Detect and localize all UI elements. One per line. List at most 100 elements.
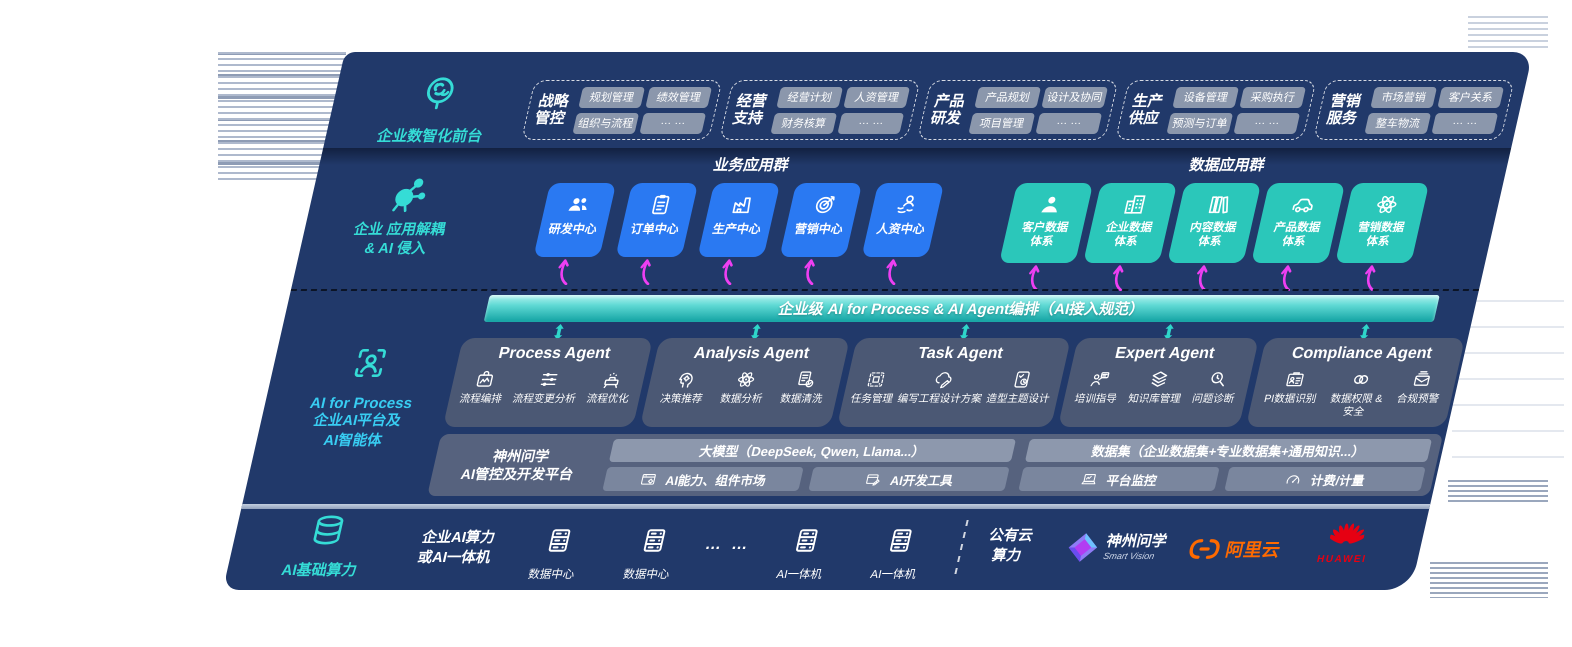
- tile-rnd-center: 研发中心: [533, 183, 617, 257]
- tile-column: 营销中心: [773, 183, 863, 285]
- tile-label: 营销数据体系: [1356, 222, 1406, 248]
- huawei-logo: HUAWEI: [1316, 522, 1375, 565]
- ai-brain-icon: [414, 72, 466, 114]
- cluster-line1: 企业AI算力: [420, 530, 497, 546]
- server-icon: [541, 526, 577, 555]
- atom-icon: [733, 369, 759, 390]
- tile-marketing-data: 营销数据体系: [1335, 183, 1430, 263]
- capability-label: 决策推荐: [658, 393, 704, 405]
- ai-market-cell: AI能力、组件市场: [602, 467, 804, 491]
- cell-label: AI开发工具: [888, 473, 955, 488]
- magenta-flow-arrow-icon: [633, 258, 657, 285]
- tile-column: 营销数据体系: [1329, 183, 1430, 291]
- tile-label: 订单中心: [629, 222, 681, 236]
- factory-icon: [727, 192, 758, 217]
- module-chip: 采购执行: [1239, 86, 1307, 108]
- alibaba-cloud-logo: 阿里云: [1185, 536, 1283, 562]
- module-chip: 预测与订单: [1166, 112, 1234, 134]
- group-supply: 生产供应 设备管理 采购执行 预测与订单 … …: [1115, 80, 1317, 140]
- tile-label: 企业数据体系: [1104, 222, 1154, 248]
- tile-column: 人资中心: [855, 183, 945, 285]
- laptop-chart-icon: [1079, 471, 1100, 488]
- platform-label-line2: AI管控及开发平台: [459, 466, 575, 482]
- module-chip: 财务核算: [770, 112, 838, 134]
- tile-label: 产品数据体系: [1272, 222, 1322, 248]
- atom-icon: [1371, 192, 1402, 217]
- capability-label: 合规预警: [1395, 393, 1441, 405]
- layers-icon: [1146, 369, 1172, 390]
- capability-label: 编写工程设计方案: [896, 393, 984, 405]
- compute-row: AI基础算力 企业AI算力 或AI一体机 数据中心 数据中心 … … AI一体机: [223, 510, 1429, 590]
- tile-label: 生产中心: [711, 222, 763, 236]
- capability-label: 培训指导: [1073, 393, 1119, 405]
- orchestration-bar: 企业级 AI for Process & AI Agent编排（AI接入规范）: [483, 295, 1440, 322]
- workflow-icon: [472, 369, 498, 390]
- public-cloud-line1: 公有云: [987, 528, 1035, 544]
- group-title: 经营支持: [730, 92, 769, 127]
- agent-capability: 数据分析: [719, 369, 769, 406]
- window-pen-icon: [863, 471, 884, 488]
- tile-hr-center: 人资中心: [861, 183, 945, 257]
- agent-capability: 知识库管理: [1127, 369, 1188, 406]
- agent-capability: 流程变更分析: [511, 369, 582, 406]
- module-chip: 规划管理: [578, 86, 646, 108]
- mail-alert-icon: [1409, 369, 1435, 390]
- vendor-name: 神州问学: [1104, 533, 1169, 551]
- cell-label: AI能力、组件市场: [664, 473, 768, 488]
- module-chip: 市场营销: [1370, 86, 1438, 108]
- capability-label: 知识库管理: [1126, 393, 1183, 405]
- permission-link-icon: [1348, 369, 1374, 390]
- group-title: 产品研发: [928, 92, 967, 127]
- agent-card-analysis: Analysis Agent 决策推荐 数据分析 数据清洗: [639, 338, 851, 428]
- capability-label: 造型主题设计: [985, 393, 1051, 405]
- agent-cards: Process Agent 流程编排 流程变更分析 流程优化: [442, 338, 1466, 428]
- task-grid-icon: [863, 369, 889, 390]
- module-chip: … …: [837, 112, 905, 134]
- capability-label: PI数据识别: [1262, 393, 1318, 405]
- tile-production-center: 生产中心: [697, 183, 781, 257]
- database-icon: [305, 513, 350, 550]
- tile-label: 内容数据体系: [1188, 222, 1238, 248]
- ai-devtools-cell: AI开发工具: [808, 467, 1010, 491]
- model-bar: 大模型（DeepSeek, Qwen, Llama...）: [608, 439, 1017, 462]
- orchestration-label: 企业级 AI for Process & AI Agent编排（AI接入规范）: [776, 301, 1147, 318]
- magenta-flow-arrow-icon: [715, 258, 739, 285]
- tile-marketing-center: 营销中心: [779, 183, 863, 257]
- group-title: 营销服务: [1324, 92, 1363, 127]
- layer-edge-band: [241, 504, 1431, 509]
- module-chip: 组织与流程: [572, 112, 640, 134]
- huawei-petals-icon: [1327, 522, 1367, 548]
- decorative-stripes: [1448, 480, 1548, 504]
- group-marketing: 营销服务 市场营销 客户关系 整车物流 … …: [1313, 80, 1515, 140]
- ai-platform-label-line2: 企业AI平台及: [311, 413, 403, 429]
- agent-capability: PI数据识别: [1263, 369, 1323, 406]
- front-office-label: 企业数智化前台: [375, 128, 485, 145]
- module-chip: … …: [1233, 112, 1301, 134]
- agent-capability: 编写工程设计方案: [896, 369, 988, 406]
- business-cluster-header: 业务应用群: [711, 157, 791, 174]
- module-chip: 产品规划: [974, 86, 1042, 108]
- integration-boundary-line: [290, 289, 1480, 291]
- window-gear-icon: [638, 471, 659, 488]
- capability-label: 流程优化: [585, 393, 631, 405]
- decoupling-label-line1: 企业 应用解耦: [352, 222, 447, 238]
- agent-card-task: Task Agent 任务管理 编写工程设计方案 造型主题设计: [836, 338, 1071, 428]
- business-app-cluster: 业务应用群 研发中心 订单中心: [518, 154, 960, 285]
- design-check-icon: [1010, 369, 1036, 390]
- dashed-divider: [953, 520, 969, 580]
- ai-platform-label-line3: AI智能体: [321, 432, 384, 449]
- module-chip: 设计及协同: [1041, 86, 1109, 108]
- agent-capability: 造型主题设计: [985, 369, 1056, 406]
- ai-compute-rail: AI基础算力: [280, 513, 370, 580]
- smart-vision-logo: 神州问学 Smart Vision: [1064, 532, 1169, 563]
- group-strategy: 战略管控 规划管理 绩效管理 组织与流程 … …: [521, 80, 723, 140]
- cell-label: 计费/计量: [1309, 473, 1366, 488]
- module-chip: 经营计划: [776, 86, 844, 108]
- node-label: 数据中心: [526, 569, 576, 581]
- group-operation: 经营支持 经营计划 人资管理 财务核算 … …: [719, 80, 921, 140]
- capability-label: 流程编排: [458, 393, 504, 405]
- public-cloud-label: 公有云 算力: [982, 526, 1035, 567]
- metering-cell: 计费/计量: [1224, 467, 1426, 491]
- decision-head-icon: [673, 369, 699, 390]
- capability-label: 数据权限 & 安全: [1329, 393, 1384, 418]
